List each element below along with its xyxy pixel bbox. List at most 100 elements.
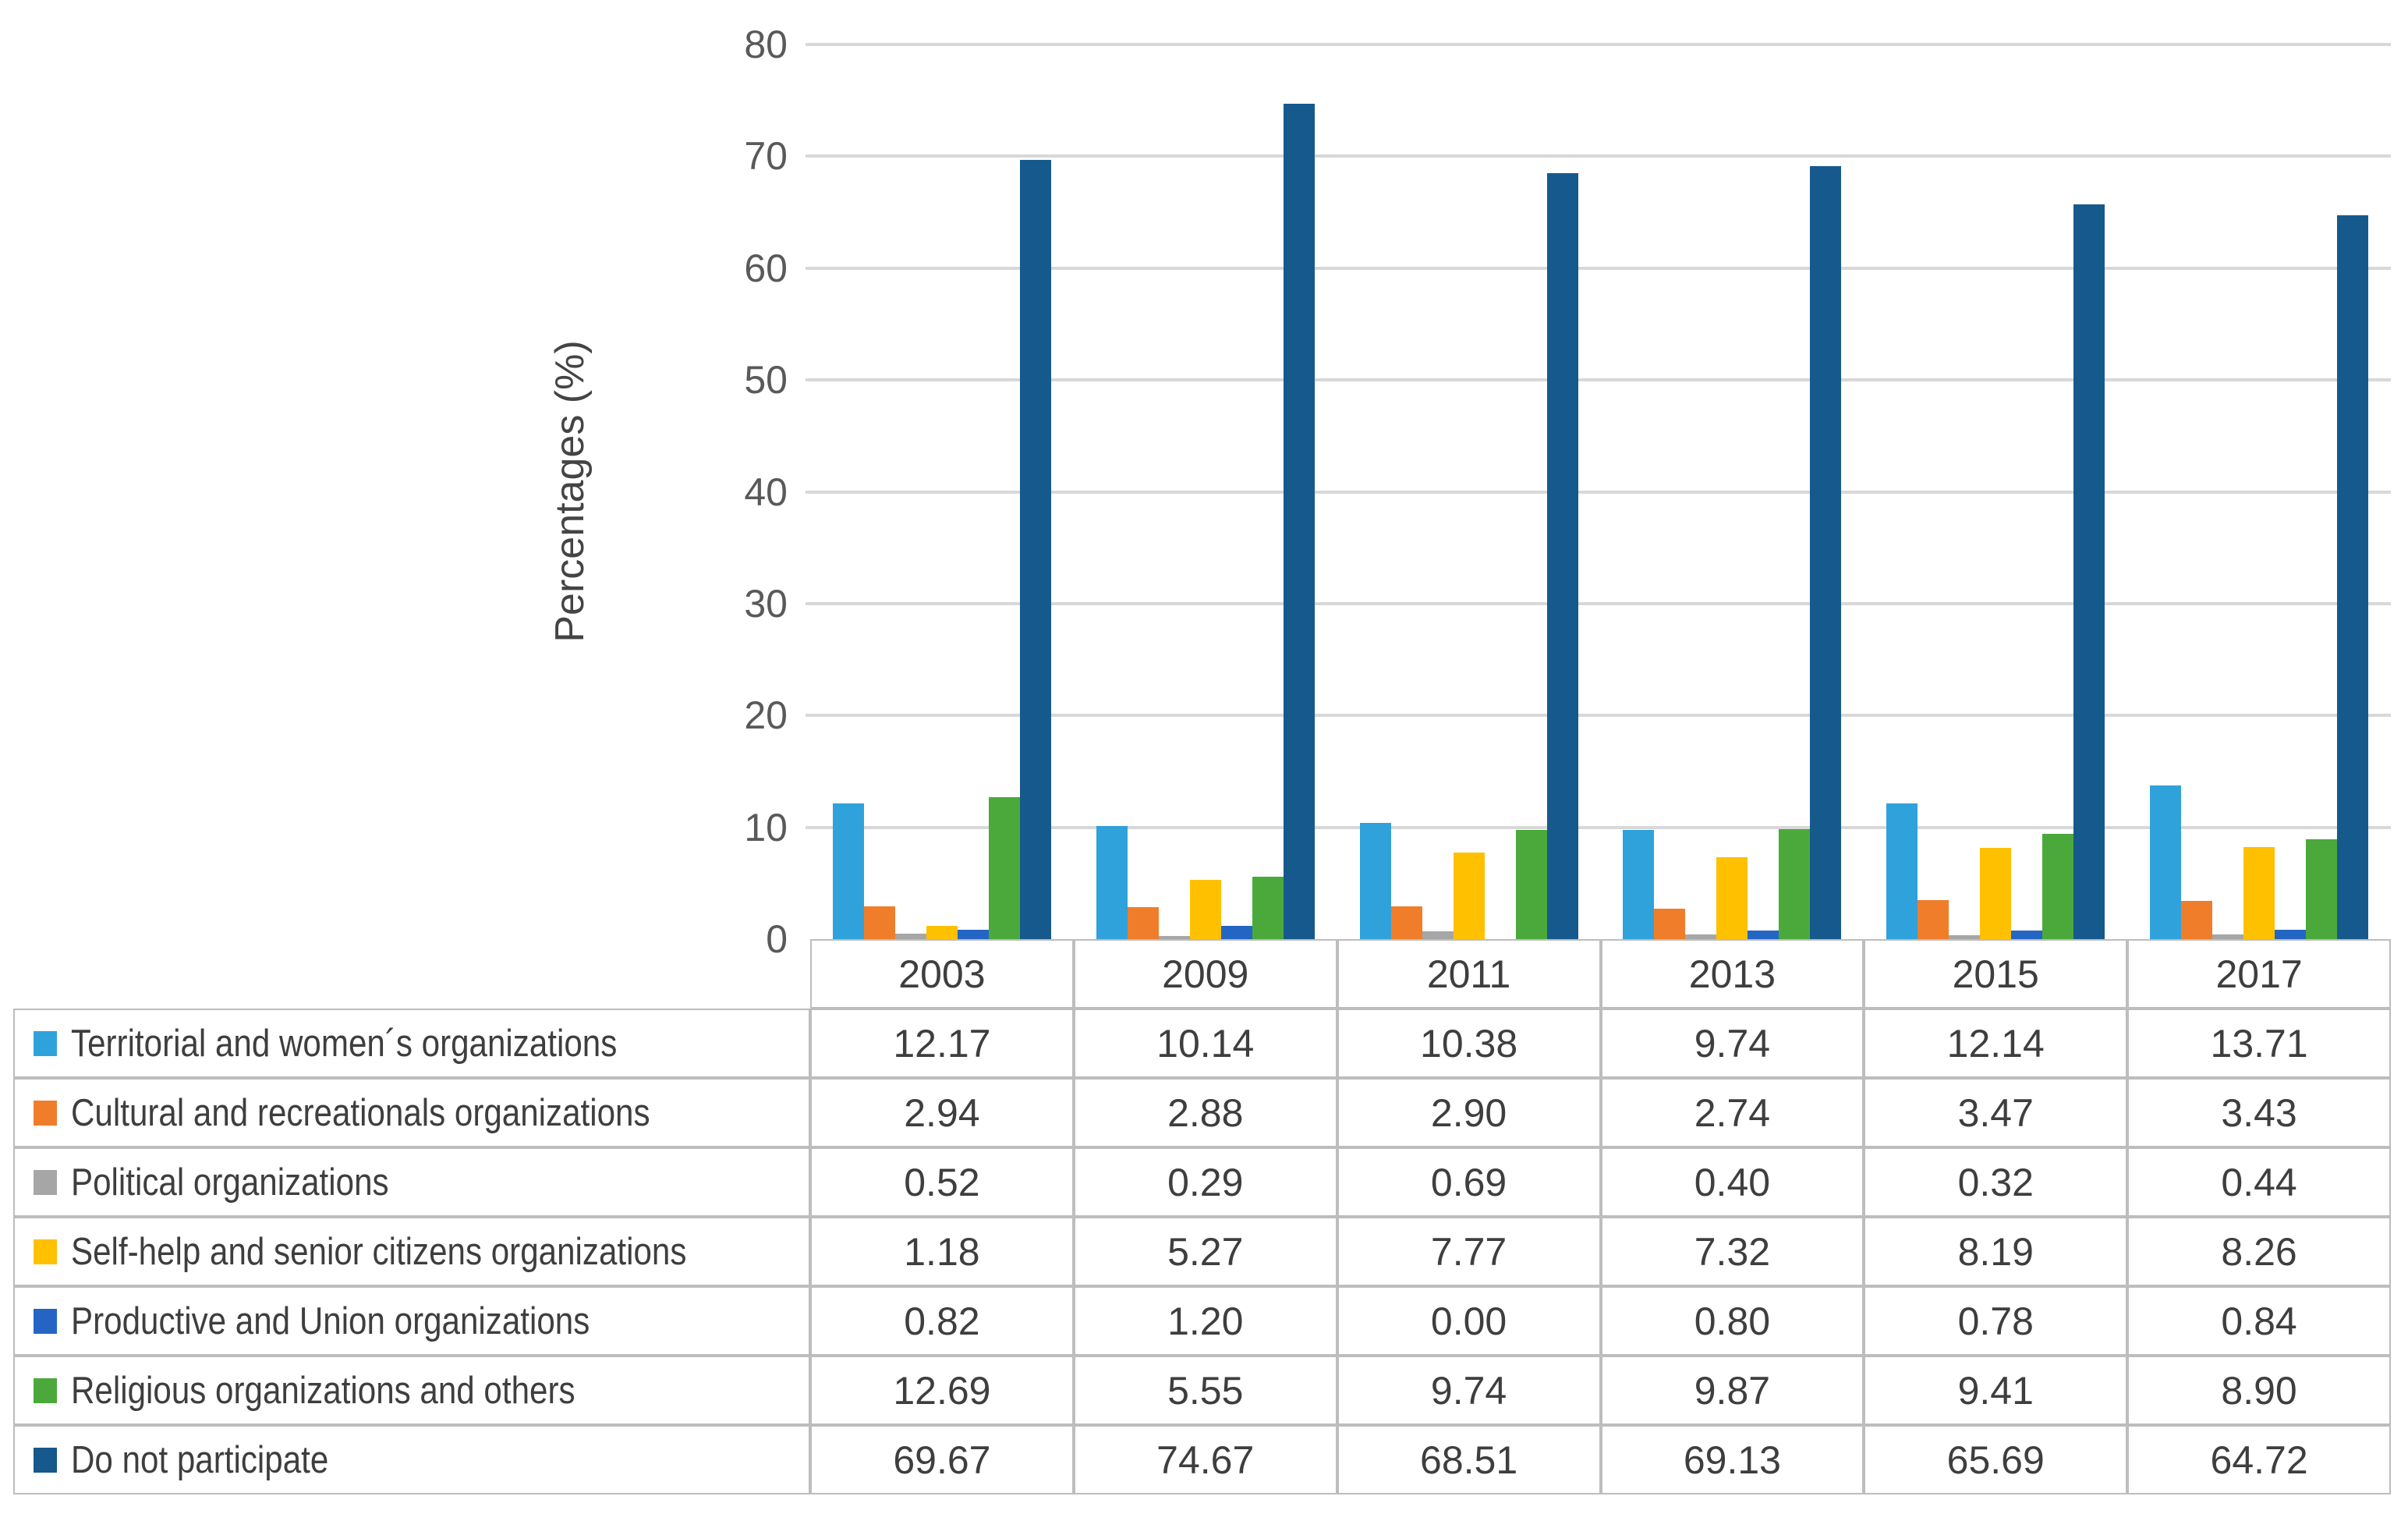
value-cell: 10.14 bbox=[1073, 1009, 1337, 1078]
bar-groups bbox=[810, 44, 2391, 939]
value-cell: 0.00 bbox=[1337, 1286, 1601, 1356]
bar-group-2011 bbox=[1337, 44, 1601, 939]
legend-label: Productive and Union organizations bbox=[71, 1299, 590, 1342]
plot-area bbox=[806, 43, 2391, 939]
bar bbox=[2337, 215, 2369, 939]
value-cell: 9.87 bbox=[1600, 1356, 1864, 1425]
value-cell: 69.13 bbox=[1600, 1425, 1864, 1494]
value-cell: 69.67 bbox=[810, 1425, 1074, 1494]
value-cell: 3.47 bbox=[1864, 1078, 2128, 1147]
value-cell: 7.32 bbox=[1600, 1217, 1864, 1286]
y-axis-title: Percentages (%) bbox=[547, 340, 593, 643]
gridline-60 bbox=[806, 266, 2391, 270]
bar bbox=[957, 930, 989, 939]
value-cell: 12.17 bbox=[810, 1009, 1074, 1078]
legend-swatch-icon bbox=[34, 1169, 57, 1195]
year-header-cell: 2015 bbox=[1864, 939, 2128, 1009]
legend-swatch-icon bbox=[34, 1308, 57, 1334]
legend-cell: Territorial and women´s organizations bbox=[13, 1009, 810, 1078]
bar bbox=[1654, 908, 1686, 939]
gridline-40 bbox=[806, 490, 2391, 494]
gridline-20 bbox=[806, 714, 2391, 718]
value-cell: 7.77 bbox=[1337, 1217, 1601, 1286]
legend-label: Self-help and senior citizens organizati… bbox=[71, 1230, 687, 1273]
year-header-cell: 2011 bbox=[1337, 939, 1601, 1009]
bar bbox=[2212, 934, 2244, 939]
y-axis-labels: 0 10 20 30 40 50 60 70 80 bbox=[647, 23, 788, 961]
bar bbox=[1220, 925, 1252, 939]
gridline-50 bbox=[806, 378, 2391, 382]
legend-label: Religious organizations and others bbox=[71, 1369, 575, 1412]
value-cell: 8.19 bbox=[1864, 1217, 2128, 1286]
value-cell: 2.74 bbox=[1600, 1078, 1864, 1147]
value-cell: 5.55 bbox=[1073, 1356, 1337, 1425]
legend-swatch-icon bbox=[34, 1100, 57, 1126]
y-tick-label: 30 bbox=[744, 581, 788, 626]
bar bbox=[1252, 877, 1284, 939]
value-cell: 12.69 bbox=[810, 1356, 1074, 1425]
bar bbox=[1748, 930, 1779, 939]
value-cell: 9.74 bbox=[1337, 1356, 1601, 1425]
bar-group-2015 bbox=[1864, 44, 2127, 939]
y-tick-label: 60 bbox=[744, 246, 788, 290]
value-cell: 0.52 bbox=[810, 1147, 1074, 1217]
value-cell: 2.90 bbox=[1337, 1078, 1601, 1147]
bar bbox=[988, 797, 1020, 939]
y-tick-label: 10 bbox=[744, 805, 788, 849]
gridline-70 bbox=[806, 154, 2391, 158]
value-cell: 0.69 bbox=[1337, 1147, 1601, 1217]
bar bbox=[1949, 935, 1981, 939]
bar bbox=[1453, 852, 1485, 939]
bar-group-2017 bbox=[2127, 44, 2391, 939]
value-cell: 0.78 bbox=[1864, 1286, 2128, 1356]
bar bbox=[2150, 785, 2182, 939]
legend-cell: Religious organizations and others bbox=[13, 1356, 810, 1425]
value-cell: 2.88 bbox=[1073, 1078, 1337, 1147]
bar bbox=[1779, 828, 1811, 939]
year-header-cell: 2009 bbox=[1073, 939, 1337, 1009]
value-cell: 0.40 bbox=[1600, 1147, 1864, 1217]
legend-cell: Do not participate bbox=[13, 1425, 810, 1494]
bar bbox=[2243, 846, 2275, 939]
year-header-cell: 2013 bbox=[1600, 939, 1864, 1009]
bar bbox=[1283, 104, 1315, 939]
year-header-cell: 2003 bbox=[810, 939, 1074, 1009]
value-cell: 5.27 bbox=[1073, 1217, 1337, 1286]
bar bbox=[2275, 929, 2307, 939]
legend-label: Do not participate bbox=[71, 1438, 329, 1481]
value-cell: 3.43 bbox=[2127, 1078, 2391, 1147]
value-cell: 0.80 bbox=[1600, 1286, 1864, 1356]
y-tick-label: 70 bbox=[744, 134, 788, 179]
bar bbox=[1685, 934, 1717, 939]
year-header-cell: 2017 bbox=[2127, 939, 2391, 1009]
legend-cell: Political organizations bbox=[13, 1147, 810, 1217]
legend-swatch-icon bbox=[34, 1377, 57, 1403]
table-corner-cell bbox=[13, 939, 810, 1009]
bar bbox=[926, 926, 958, 939]
value-cell: 2.94 bbox=[810, 1078, 1074, 1147]
value-cell: 68.51 bbox=[1337, 1425, 1601, 1494]
y-tick-label: 0 bbox=[766, 917, 788, 961]
value-cell: 0.82 bbox=[810, 1286, 1074, 1356]
bar bbox=[1546, 172, 1578, 939]
gridline-10 bbox=[806, 825, 2391, 829]
bar-group-2003 bbox=[810, 44, 1074, 939]
legend-label: Territorial and women´s organizations bbox=[71, 1022, 618, 1065]
value-cell: 0.29 bbox=[1073, 1147, 1337, 1217]
value-cell: 65.69 bbox=[1864, 1425, 2128, 1494]
bar bbox=[2181, 900, 2213, 939]
value-cell: 8.90 bbox=[2127, 1356, 2391, 1425]
legend-cell: Self-help and senior citizens organizati… bbox=[13, 1217, 810, 1286]
bar-group-2009 bbox=[1074, 44, 1337, 939]
data-table: 2003 2009 2011 2013 2015 2017 Territorial and … bbox=[13, 939, 2391, 1494]
bar bbox=[1623, 830, 1655, 939]
bar bbox=[1716, 857, 1748, 939]
y-tick-label: 20 bbox=[744, 693, 788, 738]
value-cell: 9.74 bbox=[1600, 1009, 1864, 1078]
value-cell: 74.67 bbox=[1073, 1425, 1337, 1494]
bar bbox=[863, 906, 895, 939]
gridline-80 bbox=[806, 43, 2391, 46]
value-cell: 9.41 bbox=[1864, 1356, 2128, 1425]
legend-cell: Cultural and recreationals organizations bbox=[13, 1078, 810, 1147]
